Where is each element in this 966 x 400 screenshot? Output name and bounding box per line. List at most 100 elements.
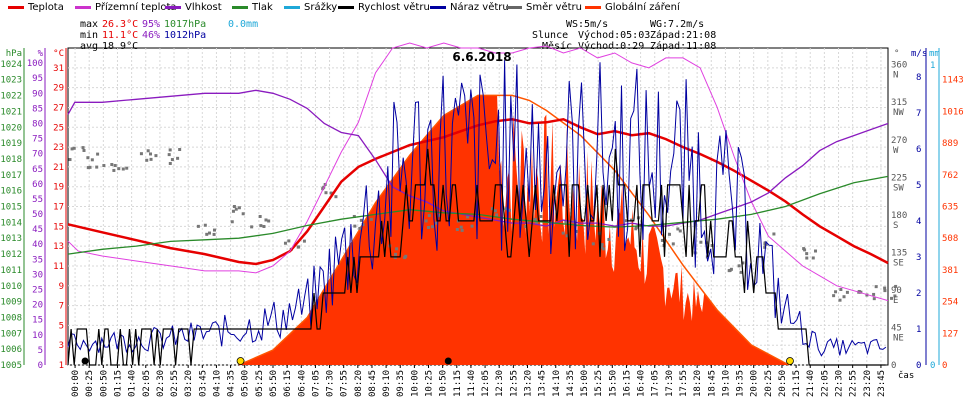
legend-swatch-1 <box>75 6 91 9</box>
tick-pressure-11: 1016 <box>0 187 22 197</box>
tick-temperature-5: 11 <box>53 262 64 272</box>
dir-point-5-5 <box>212 232 216 236</box>
legend-label-8: Globální záření <box>605 1 681 13</box>
x-tick-label-14: 05:50 <box>269 370 279 397</box>
stat-max-hum: 95% <box>142 19 160 30</box>
dir-point-16-3 <box>565 234 569 238</box>
x-tick-label-52: 21:40 <box>806 370 816 397</box>
dir-point-24-2 <box>832 294 836 298</box>
dir-point-24-4 <box>845 290 849 294</box>
dir-point-15-2 <box>539 214 543 218</box>
sun-label: Slunce <box>532 30 568 41</box>
dir-point-19-5 <box>676 227 680 231</box>
x-tick-label-28: 11:40 <box>467 370 477 397</box>
dir-point-0-1 <box>86 156 90 160</box>
dir-point-11-2 <box>394 252 398 256</box>
tick-pressure-18: 1023 <box>0 76 22 86</box>
series-ground <box>67 42 889 302</box>
tick-pressure-19: 1024 <box>0 60 22 70</box>
wind-speed-line <box>67 148 886 366</box>
dir-point-7-2 <box>259 224 263 228</box>
dir-point-3-4 <box>154 154 158 158</box>
dir-point-26-1 <box>874 285 878 289</box>
tick-solar-2: 254 <box>942 298 958 308</box>
x-tick-label-31: 12:55 <box>509 370 519 397</box>
dir-point-12-5 <box>427 214 431 218</box>
dir-point-6-1 <box>237 206 241 210</box>
dir-point-2-0 <box>110 163 114 167</box>
dir-point-1-5 <box>90 158 94 162</box>
tick-wind-1: 1 <box>916 325 921 335</box>
dir-point-2-5 <box>117 167 121 171</box>
solar-radiation-fill <box>238 95 789 366</box>
tick-temperature-12: 25 <box>53 123 64 133</box>
stat-max-press: 1017hPa <box>164 19 206 30</box>
x-tick-label-11: 04:35 <box>227 370 237 397</box>
dir-point-5-0 <box>205 232 209 236</box>
legend-label-7: Směr větru <box>526 1 582 13</box>
legend-label-0: Teplota <box>27 2 64 13</box>
dir-point-23-5 <box>811 256 815 260</box>
dir-point-10-4 <box>358 226 362 230</box>
stat-min-press: 1012hPa <box>164 30 206 41</box>
sun-rise-marker <box>236 357 245 365</box>
x-tick-label-44: 18:20 <box>693 370 703 397</box>
stat-min-hum: 46% <box>142 30 160 41</box>
left-axes: hPa1005100610071008100910101011101210131… <box>0 48 67 371</box>
dir-point-8-1 <box>297 245 301 249</box>
x-tick-label-6: 02:30 <box>156 370 166 397</box>
legend-swatch-4 <box>284 6 300 9</box>
wind-lines <box>67 60 887 366</box>
dir-point-6-3 <box>234 207 238 211</box>
x-tick-label-53: 22:05 <box>820 370 830 397</box>
tick-temperature-0: 1 <box>59 361 64 371</box>
x-tick-label-0: 00:00 <box>71 370 81 397</box>
tick-pressure-12: 1017 <box>0 171 22 181</box>
tick-direction-8: 360 <box>891 61 907 71</box>
x-tick-label-34: 14:10 <box>552 370 562 397</box>
dir-point-23-3 <box>803 248 807 252</box>
x-tick-label-36: 15:00 <box>580 370 590 397</box>
wind-ws: WS:5m/s <box>566 19 608 30</box>
tick-solar-1: 127 <box>942 329 958 339</box>
x-tick-label-29: 12:05 <box>481 370 491 397</box>
dir-point-3-3 <box>146 149 150 153</box>
dir-point-1-2 <box>96 152 100 156</box>
x-tick-label-9: 03:45 <box>198 370 208 397</box>
x-tick-label-49: 20:25 <box>764 370 774 397</box>
x-tick-label-2: 00:50 <box>99 370 109 397</box>
legend: Teplota Přízemní teplota Vlhkost Tlak Srážky… <box>8 1 681 13</box>
dir-point-6-5 <box>241 212 245 216</box>
tick-solar-9: 1143 <box>942 76 964 86</box>
dir-point-3-2 <box>149 152 153 156</box>
x-tick-label-41: 17:05 <box>651 370 661 397</box>
legend-label-1: Přízemní teplota <box>95 1 177 13</box>
dir-point-21-5 <box>737 264 741 268</box>
tick-humidity-8: 40 <box>32 240 43 250</box>
dir-point-5-3 <box>212 228 216 232</box>
dir-point-24-5 <box>834 290 838 294</box>
x-tick-label-17: 07:05 <box>311 370 321 397</box>
tick-pressure-6: 1011 <box>0 266 22 276</box>
tick-humidity-13: 65 <box>32 165 43 175</box>
tick-humidity-12: 60 <box>32 180 43 190</box>
x-tick-label-13: 05:25 <box>255 370 265 397</box>
tick-humidity-11: 55 <box>32 195 43 205</box>
dir-point-5-4 <box>203 223 207 227</box>
tick-humidity-17: 85 <box>32 104 43 114</box>
dir-point-0-0 <box>70 147 74 151</box>
tick-humidity-20: 100 <box>27 59 43 69</box>
x-tick-label-10: 04:10 <box>212 370 222 397</box>
x-tick-label-54: 22:30 <box>835 370 845 397</box>
tick-solar-7: 889 <box>942 139 958 149</box>
dir-point-12-2 <box>434 221 438 225</box>
x-tick-label-3: 01:15 <box>113 370 123 397</box>
sun-set: Západ:21:08 <box>650 29 716 41</box>
tick-pressure-16: 1021 <box>0 107 22 117</box>
tick-direction-name-3: SE <box>893 258 904 268</box>
legend-label-3: Tlak <box>251 2 273 13</box>
x-tick-label-35: 14:35 <box>566 370 576 397</box>
x-tick-label-21: 08:45 <box>368 370 378 397</box>
dir-point-0-3 <box>82 148 86 152</box>
dir-point-13-5 <box>460 228 464 232</box>
